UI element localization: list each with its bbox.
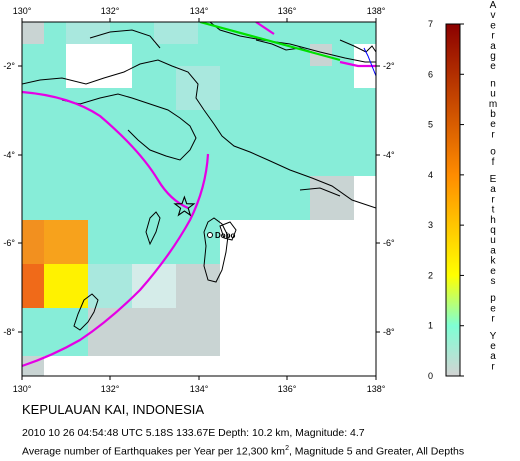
lat-tick-left: -2° [3,61,15,71]
colorbar-tick-label: 4 [428,170,433,180]
caption-superscript: 2 [285,445,289,452]
map-axes: 130° 132° 134° 136° 138° 130° 132° 134° … [3,6,395,394]
plate-boundary-south [22,153,210,368]
colorbar-tick-label: 2 [428,270,433,280]
lat-tick-right: -4° [383,150,395,160]
lon-tick-top: 136° [278,6,297,16]
lon-tick-bottom: 132° [101,384,120,394]
lat-tick-left: -4° [3,150,15,160]
lat-tick-right: -2° [383,61,395,71]
colorbar-tick-label: 5 [428,120,433,130]
lat-tick-right: -6° [383,238,395,248]
lon-tick-bottom: 138° [367,384,386,394]
colorbar-gradient [445,23,461,377]
caption-suffix: , Magnitude 5 and Greater, All Depths [288,445,465,458]
coastlines [22,22,376,331]
no-data-area [220,220,376,376]
page-title: KEPULAUAN KAI, INDONESIA [22,402,205,417]
lon-tick-bottom: 134° [190,384,209,394]
lon-tick-top: 130° [13,6,32,16]
colorbar-tick-label: 1 [428,321,433,331]
plate-boundaries [22,22,376,368]
colorbar-tick-label: 6 [428,69,433,79]
lat-tick-left: -8° [3,327,15,337]
seismicity-grid [22,22,376,376]
lon-tick-top: 132° [101,6,120,16]
colorbar-tick-label: 3 [428,220,433,230]
cell-orange-3 [22,264,44,308]
colorbar-tick-label: 7 [428,19,433,29]
map-caption: Average number of Earthquakes per Year p… [22,445,464,458]
event-details: 2010 10 26 04:54:48 UTC 5.18S 133.67E De… [22,427,365,439]
fault-line [199,22,341,62]
dobo-label: Dobo [215,231,236,240]
caption-prefix: Average number of Earthquakes per Year p… [22,445,286,458]
colorbar-tick-label: 0 [428,371,433,381]
cell-orange-2 [44,220,88,264]
river-line [363,47,376,77]
colorbar-ticks: 7 6 5 4 3 2 1 0 [428,19,464,381]
plate-boundary-north [255,22,275,35]
lon-tick-bottom: 130° [13,384,32,394]
dobo-marker [207,232,213,238]
cell-yellow [44,264,88,308]
lon-tick-top: 134° [190,6,209,16]
plate-boundary-banda [22,90,189,210]
lat-tick-left: -6° [3,238,15,248]
lon-tick-top: 138° [367,6,386,16]
lat-tick-right: -8° [383,327,395,337]
cell-orange-1 [22,220,44,264]
lon-tick-bottom: 136° [278,384,297,394]
map-panel: Dobo 130° 132° 134° 136° 138° 130° [3,6,395,394]
epicenter-star [173,195,196,217]
